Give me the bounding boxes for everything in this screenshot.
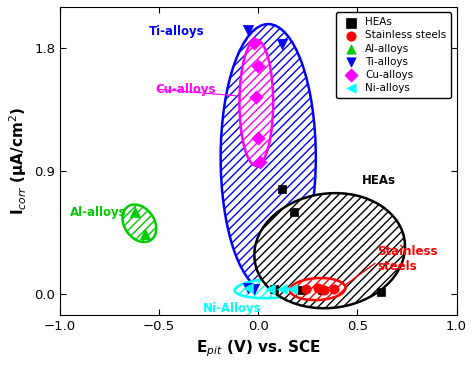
Point	[314, 285, 321, 291]
Ellipse shape	[235, 279, 310, 298]
Point	[245, 285, 252, 291]
Text: Ni-Alloys: Ni-Alloys	[203, 302, 262, 315]
Y-axis label: I$_{corr}$ (μA/cm$^2$): I$_{corr}$ (μA/cm$^2$)	[7, 107, 28, 215]
Point	[255, 135, 262, 141]
Point	[318, 287, 326, 293]
Point	[245, 27, 252, 33]
Ellipse shape	[122, 205, 156, 242]
Point	[251, 40, 258, 45]
Point	[142, 231, 149, 237]
Point	[302, 286, 310, 292]
Ellipse shape	[290, 278, 346, 300]
Point	[278, 286, 286, 292]
Text: HEAs: HEAs	[361, 174, 395, 187]
Ellipse shape	[239, 40, 273, 166]
Legend: HEAs, Stainless steels, Al-alloys, Ti-alloys, Cu-alloys, Ni-alloys: HEAs, Stainless steels, Al-alloys, Ti-al…	[336, 12, 451, 98]
Text: Al-alloys: Al-alloys	[70, 206, 127, 219]
Text: Ti-alloys: Ti-alloys	[149, 25, 205, 38]
Point	[278, 41, 286, 47]
Point	[132, 209, 139, 215]
Point	[270, 286, 278, 292]
Point	[320, 287, 328, 293]
Point	[377, 289, 385, 295]
Point	[330, 286, 337, 292]
Point	[266, 286, 274, 292]
Point	[253, 94, 260, 100]
Text: Cu-alloys: Cu-alloys	[155, 83, 216, 96]
Point	[288, 286, 296, 292]
Point	[256, 159, 264, 165]
Point	[251, 286, 258, 292]
Point	[255, 63, 262, 69]
Point	[290, 209, 298, 215]
Ellipse shape	[220, 24, 316, 291]
X-axis label: E$_{pit}$ (V) vs. SCE: E$_{pit}$ (V) vs. SCE	[196, 339, 321, 359]
Point	[245, 285, 252, 291]
Point	[278, 186, 286, 192]
Ellipse shape	[255, 193, 405, 308]
Point	[298, 287, 306, 293]
Text: Stainless
steels: Stainless steels	[377, 245, 438, 273]
